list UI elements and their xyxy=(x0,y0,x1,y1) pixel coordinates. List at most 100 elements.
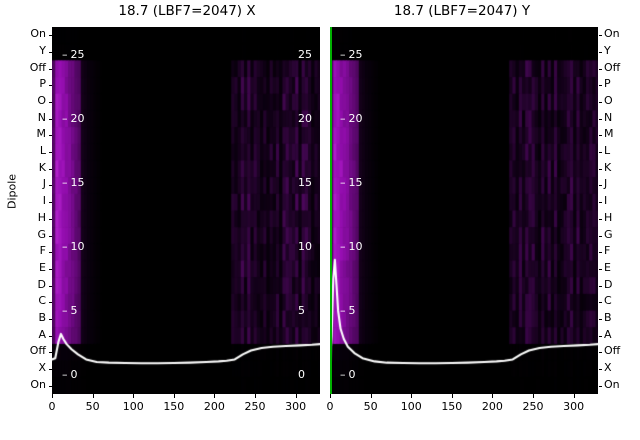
dipole-tick-right-1 xyxy=(599,52,602,54)
dipole-tick-right-10 xyxy=(599,202,602,204)
dipole-label-right-11: H xyxy=(604,210,613,224)
inner-ytick-left-panel-left-25: –25 xyxy=(62,48,85,62)
panel-title-left: 18.7 (LBF7=2047) X xyxy=(118,3,256,19)
dipole-tick-left-14 xyxy=(49,268,52,270)
dipole-label-right-8: K xyxy=(604,160,612,174)
x-tickmark-left-50 xyxy=(92,394,94,398)
dipole-label-right-1: Y xyxy=(604,44,611,58)
x-tickmark-right-300 xyxy=(573,394,575,398)
dipole-label-right-15: D xyxy=(604,277,613,291)
inner-ytick-right-panel-left-15: –15 xyxy=(340,176,363,189)
inner-ytick-left-panel-left-15: –15 xyxy=(62,176,85,189)
trace-line-left xyxy=(52,27,320,394)
inner-ytick-left-panel-left-5: –5 xyxy=(62,303,78,317)
dipole-tick-left-19 xyxy=(49,352,52,354)
x-tick-label-left-200: 200 xyxy=(203,400,225,413)
x-tick-label-right-50: 50 xyxy=(363,400,378,413)
inner-ytick-left-panel-right-0: 0 xyxy=(298,368,305,380)
inner-ytick-right-panel-left-0: –0 xyxy=(340,367,356,381)
dipole-tick-left-7 xyxy=(49,152,52,154)
dipole-tick-right-4 xyxy=(599,102,602,104)
dipole-label-left-3: P xyxy=(39,77,46,91)
dipole-tick-left-6 xyxy=(49,135,52,137)
x-tick-label-left-100: 100 xyxy=(122,400,144,413)
dipole-tick-right-21 xyxy=(599,385,602,387)
x-tickmark-left-250 xyxy=(255,394,257,398)
dipole-label-right-7: L xyxy=(604,144,611,158)
dipole-label-right-18: A xyxy=(604,327,612,341)
dipole-label-right-13: F xyxy=(604,244,611,258)
dipole-tick-right-15 xyxy=(599,285,602,287)
dipole-label-left-1: Y xyxy=(39,44,46,58)
dipole-tick-left-17 xyxy=(49,318,52,320)
x-tickmark-right-0 xyxy=(330,394,331,398)
dipole-tick-left-11 xyxy=(49,218,52,220)
dipole-label-right-19: Off xyxy=(604,344,621,358)
dipole-label-right-6: M xyxy=(604,127,614,141)
dipole-tick-left-16 xyxy=(49,302,52,304)
dipole-label-left-19: Off xyxy=(29,344,46,358)
green-marker-line xyxy=(330,27,332,394)
inner-ytick-left-panel-right-15: 15 xyxy=(298,177,312,188)
dipole-label-right-9: J xyxy=(604,177,608,191)
inner-ytick-left-panel-right-10: 10 xyxy=(298,240,312,252)
dipole-tick-right-6 xyxy=(599,135,602,137)
dipole-label-left-14: E xyxy=(39,260,46,274)
dipole-label-left-7: L xyxy=(39,144,46,158)
trace-line-right xyxy=(330,27,598,394)
dipole-label-left-10: I xyxy=(42,194,46,208)
heatmap-panel-right[interactable] xyxy=(330,27,598,394)
dipole-tick-right-12 xyxy=(599,235,602,237)
dipole-tick-left-0 xyxy=(49,35,52,37)
dipole-tick-left-5 xyxy=(49,118,52,120)
dipole-tick-right-2 xyxy=(599,68,602,70)
dipole-tick-left-13 xyxy=(49,252,52,254)
inner-ytick-right-panel-left-10: –10 xyxy=(340,239,363,253)
dipole-label-left-2: Off xyxy=(29,60,46,74)
heatmap-panel-left[interactable] xyxy=(52,27,320,394)
dipole-label-left-11: H xyxy=(37,210,46,224)
dipole-label-right-5: N xyxy=(604,110,613,124)
dipole-tick-right-5 xyxy=(599,118,602,120)
x-tick-label-right-200: 200 xyxy=(481,400,503,413)
dipole-tick-left-9 xyxy=(49,185,52,187)
dipole-label-left-18: A xyxy=(38,327,46,341)
x-tickmark-right-250 xyxy=(533,394,535,398)
dipole-tick-left-20 xyxy=(49,368,52,370)
x-tick-label-left-300: 300 xyxy=(285,400,307,413)
dipole-label-left-21: On xyxy=(30,377,46,391)
dipole-tick-right-14 xyxy=(599,268,602,270)
x-tick-label-left-150: 150 xyxy=(163,400,185,413)
dipole-tick-right-13 xyxy=(599,252,602,254)
dipole-tick-left-8 xyxy=(49,168,52,170)
x-tickmark-left-300 xyxy=(295,394,297,398)
dipole-tick-left-15 xyxy=(49,285,52,287)
dipole-label-left-8: K xyxy=(38,160,46,174)
dipole-tick-left-3 xyxy=(49,85,52,87)
inner-ytick-right-panel-left-20: –20 xyxy=(340,112,363,126)
dipole-tick-right-0 xyxy=(599,35,602,37)
dipole-label-left-9: J xyxy=(42,177,46,191)
dipole-tick-right-20 xyxy=(599,368,602,370)
x-tickmark-right-100 xyxy=(411,394,413,398)
dipole-label-right-20: X xyxy=(604,360,612,374)
dipole-tick-right-8 xyxy=(599,168,602,170)
x-tickmark-left-200 xyxy=(214,394,216,398)
dipole-tick-right-7 xyxy=(599,152,602,154)
dipole-tick-left-4 xyxy=(49,102,52,104)
x-tick-label-left-50: 50 xyxy=(85,400,100,413)
dipole-tick-left-18 xyxy=(49,335,52,337)
inner-ytick-left-panel-left-10: –10 xyxy=(62,239,85,253)
dipole-tick-right-11 xyxy=(599,218,602,220)
panel-title-right: 18.7 (LBF7=2047) Y xyxy=(393,3,531,19)
dipole-label-left-6: M xyxy=(36,127,47,141)
x-tick-label-right-250: 250 xyxy=(522,400,544,413)
dipole-tick-right-16 xyxy=(599,302,602,304)
x-tickmark-right-50 xyxy=(370,394,372,398)
inner-ytick-left-panel-right-5: 5 xyxy=(298,304,305,316)
dipole-tick-right-9 xyxy=(599,185,602,187)
x-tickmark-left-100 xyxy=(133,394,135,398)
x-tick-label-left-250: 250 xyxy=(244,400,266,413)
dipole-tick-left-1 xyxy=(49,52,52,54)
